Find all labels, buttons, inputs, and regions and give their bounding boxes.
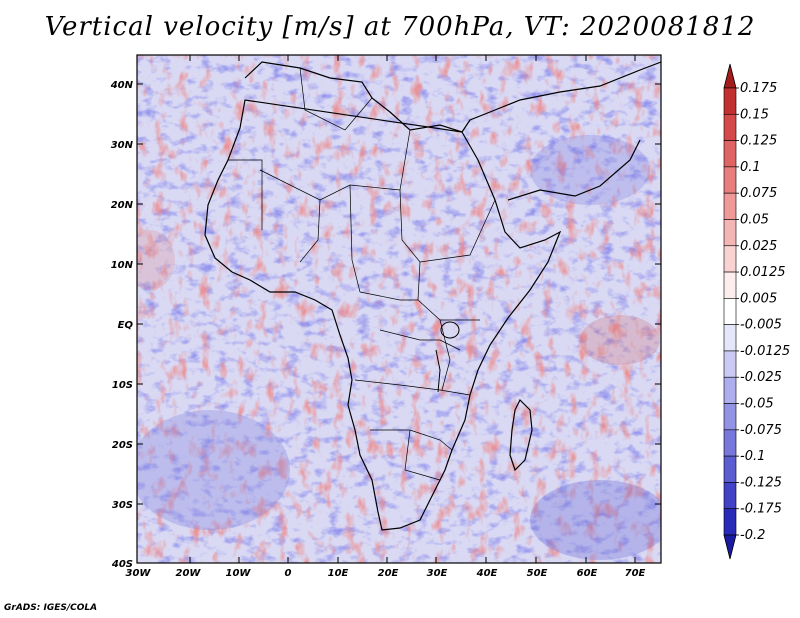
- colorbar-label: 0.025: [740, 239, 777, 254]
- colorbar-label: 0.005: [740, 291, 777, 306]
- colorbar: 0.175 0.15 0.125 0.1 0.075 0.05 0.025 0.0125 0.0…: [723, 63, 790, 560]
- colorbar-swatch: [723, 298, 737, 325]
- longitude-labels: 30W 20W 10W 0 10E 20E 30E 40E 50E 60E 70…: [126, 568, 646, 579]
- colorbar-label: 0.0125: [740, 265, 786, 280]
- colorbar-swatch: [723, 350, 737, 378]
- lon-label: 10W: [226, 568, 252, 579]
- lat-label: 20N: [111, 200, 134, 211]
- colorbar-swatch: [723, 113, 737, 141]
- colorbar-label: -0.2: [740, 528, 765, 543]
- lon-label: 60E: [577, 568, 598, 579]
- lat-label: 40N: [110, 80, 134, 91]
- colorbar-swatch: [723, 166, 737, 194]
- lake-victoria: [435, 321, 460, 393]
- lat-label: EQ: [118, 320, 134, 331]
- lon-label: 20E: [378, 568, 399, 579]
- colorbar-swatch: [723, 429, 737, 457]
- colorbar-label: 0.1: [740, 160, 761, 175]
- colorbar-label: 0.175: [740, 81, 777, 96]
- lon-label: 30W: [126, 568, 152, 579]
- colorbar-swatch: [723, 271, 737, 299]
- lon-label: 0: [285, 568, 292, 579]
- colorbar-swatch: [723, 192, 737, 220]
- colorbar-label: -0.125: [740, 475, 782, 490]
- colorbar-label: -0.075: [740, 423, 782, 438]
- lat-label: 10S: [112, 380, 133, 391]
- colorbar-label: -0.175: [740, 502, 782, 517]
- colorbar-label: -0.05: [740, 397, 774, 412]
- lat-label: 30N: [111, 140, 134, 151]
- latitude-labels: 40N 30N 20N 10N EQ 10S 20S 30S 40S: [110, 80, 134, 570]
- lat-label: 40S: [111, 559, 133, 570]
- colorbar-label: -0.0125: [740, 344, 790, 359]
- colorbar-swatch: [723, 324, 737, 352]
- map-title: Vertical velocity [m/s] at 700hPa, VT: 2…: [44, 12, 756, 42]
- colorbar-swatch: [723, 508, 737, 536]
- colorbar-max-arrow: [723, 63, 737, 89]
- colorbar-label: -0.1: [740, 449, 765, 464]
- colorbar-label: 0.05: [740, 212, 769, 227]
- colorbar-swatch: [723, 455, 737, 483]
- colorbar-swatch: [723, 482, 737, 510]
- colorbar-swatch: [723, 403, 737, 431]
- credit-text: GrADS: IGES/COLA: [4, 603, 98, 613]
- lon-label: 50E: [527, 568, 548, 579]
- colorbar-min-arrow: [723, 534, 737, 560]
- lat-label: 20S: [112, 440, 133, 451]
- colorbar-swatch: [723, 87, 737, 115]
- lon-label: 20W: [176, 568, 202, 579]
- colorbar-swatch: [723, 140, 737, 168]
- axis-ticks: [137, 55, 661, 563]
- colorbar-label: 0.075: [740, 186, 777, 201]
- colorbar-swatch: [723, 245, 737, 273]
- country-borders: [228, 67, 496, 481]
- coastline-africa: [204, 61, 661, 531]
- colorbar-label: -0.005: [740, 318, 782, 333]
- colorbar-label: 0.125: [740, 134, 777, 149]
- lat-label: 30S: [112, 500, 133, 511]
- lat-label: 10N: [111, 260, 134, 271]
- plot-frame: [136, 54, 662, 564]
- colorbar-swatch: [723, 219, 737, 247]
- lon-label: 30E: [427, 568, 448, 579]
- lon-label: 70E: [625, 568, 646, 579]
- colorbar-label: 0.15: [740, 107, 769, 122]
- lon-label: 10E: [328, 568, 349, 579]
- lon-label: 40E: [476, 568, 498, 579]
- colorbar-label: -0.025: [740, 370, 782, 385]
- colorbar-swatch: [723, 376, 737, 404]
- velocity-field: [137, 55, 661, 563]
